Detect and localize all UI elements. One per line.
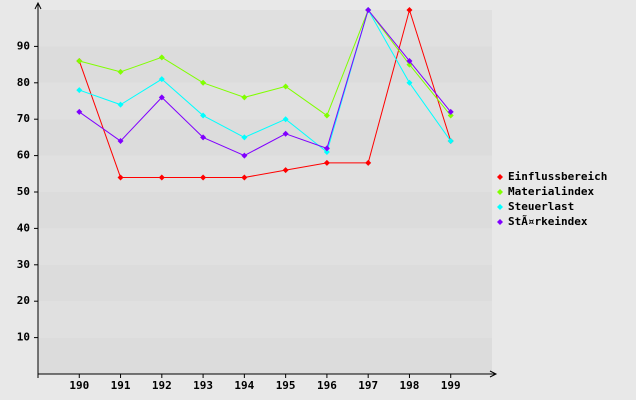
x-tick-label: 196: [317, 379, 337, 392]
x-tick-label: 195: [276, 379, 296, 392]
x-tick-label: 193: [193, 379, 213, 392]
y-tick-label: 50: [17, 185, 30, 198]
y-axis-arrow: [34, 1, 42, 10]
grid-band: [38, 264, 492, 302]
point: [117, 68, 124, 75]
y-tick-label: 60: [17, 149, 30, 162]
point: [406, 57, 413, 64]
grid-band: [38, 301, 492, 338]
point: [282, 130, 289, 137]
grid-band: [38, 82, 492, 120]
y-tick-label: 90: [17, 39, 30, 52]
x-tick-label: 190: [69, 379, 89, 392]
point: [447, 138, 454, 145]
point: [323, 145, 330, 152]
x-tick-label: 197: [358, 379, 378, 392]
legend-marker: [497, 204, 503, 210]
grid-band: [38, 337, 492, 374]
point: [200, 79, 207, 86]
point: [323, 148, 330, 155]
point: [282, 167, 289, 174]
y-tick-label: 80: [17, 76, 30, 89]
point: [323, 159, 330, 166]
legend-marker: [497, 219, 503, 225]
y-tick-label: 40: [17, 221, 30, 234]
y-tick-label: 20: [17, 294, 30, 307]
legend-label: StÃ¤rkeindex: [508, 215, 588, 228]
point: [241, 174, 248, 181]
x-tick-label: 199: [441, 379, 461, 392]
x-tick-label: 191: [111, 379, 131, 392]
point: [447, 112, 454, 119]
legend-label: Einflussbereich: [508, 170, 607, 183]
point: [158, 76, 165, 83]
y-tick-label: 30: [17, 258, 30, 271]
point: [447, 108, 454, 115]
point: [406, 79, 413, 86]
series-line: [79, 8, 452, 153]
grid-band: [38, 46, 492, 83]
legend-marker: [497, 189, 503, 195]
point: [158, 94, 165, 101]
x-tick-label: 192: [152, 379, 172, 392]
y-tick-label: 10: [17, 331, 30, 344]
y-tick-label: 70: [17, 112, 30, 125]
legend-marker: [497, 174, 503, 180]
point: [323, 112, 330, 119]
point: [117, 138, 124, 145]
legend-label: Materialindex: [508, 185, 594, 198]
point: [76, 108, 83, 115]
point: [200, 134, 207, 141]
point: [117, 174, 124, 181]
point: [117, 101, 124, 108]
grid-band: [38, 228, 492, 265]
point: [76, 57, 83, 64]
x-axis-arrow: [489, 370, 498, 378]
grid-band: [38, 192, 492, 229]
x-tick-label: 194: [234, 379, 254, 392]
series-line: [78, 8, 452, 178]
point: [158, 54, 165, 61]
grid-band: [38, 119, 492, 156]
point: [406, 7, 413, 13]
point: [76, 87, 83, 94]
grid-band: [38, 10, 492, 47]
legend-label: Steuerlast: [508, 200, 574, 213]
point: [282, 83, 289, 90]
point: [365, 159, 372, 166]
x-tick-label: 198: [400, 379, 420, 392]
point: [241, 152, 248, 159]
point: [200, 112, 207, 119]
point: [200, 174, 207, 181]
series-line: [79, 8, 452, 117]
point: [241, 94, 248, 101]
series-line: [78, 8, 452, 157]
point: [241, 134, 248, 141]
point: [365, 7, 372, 13]
point: [282, 116, 289, 123]
point: [158, 174, 165, 181]
